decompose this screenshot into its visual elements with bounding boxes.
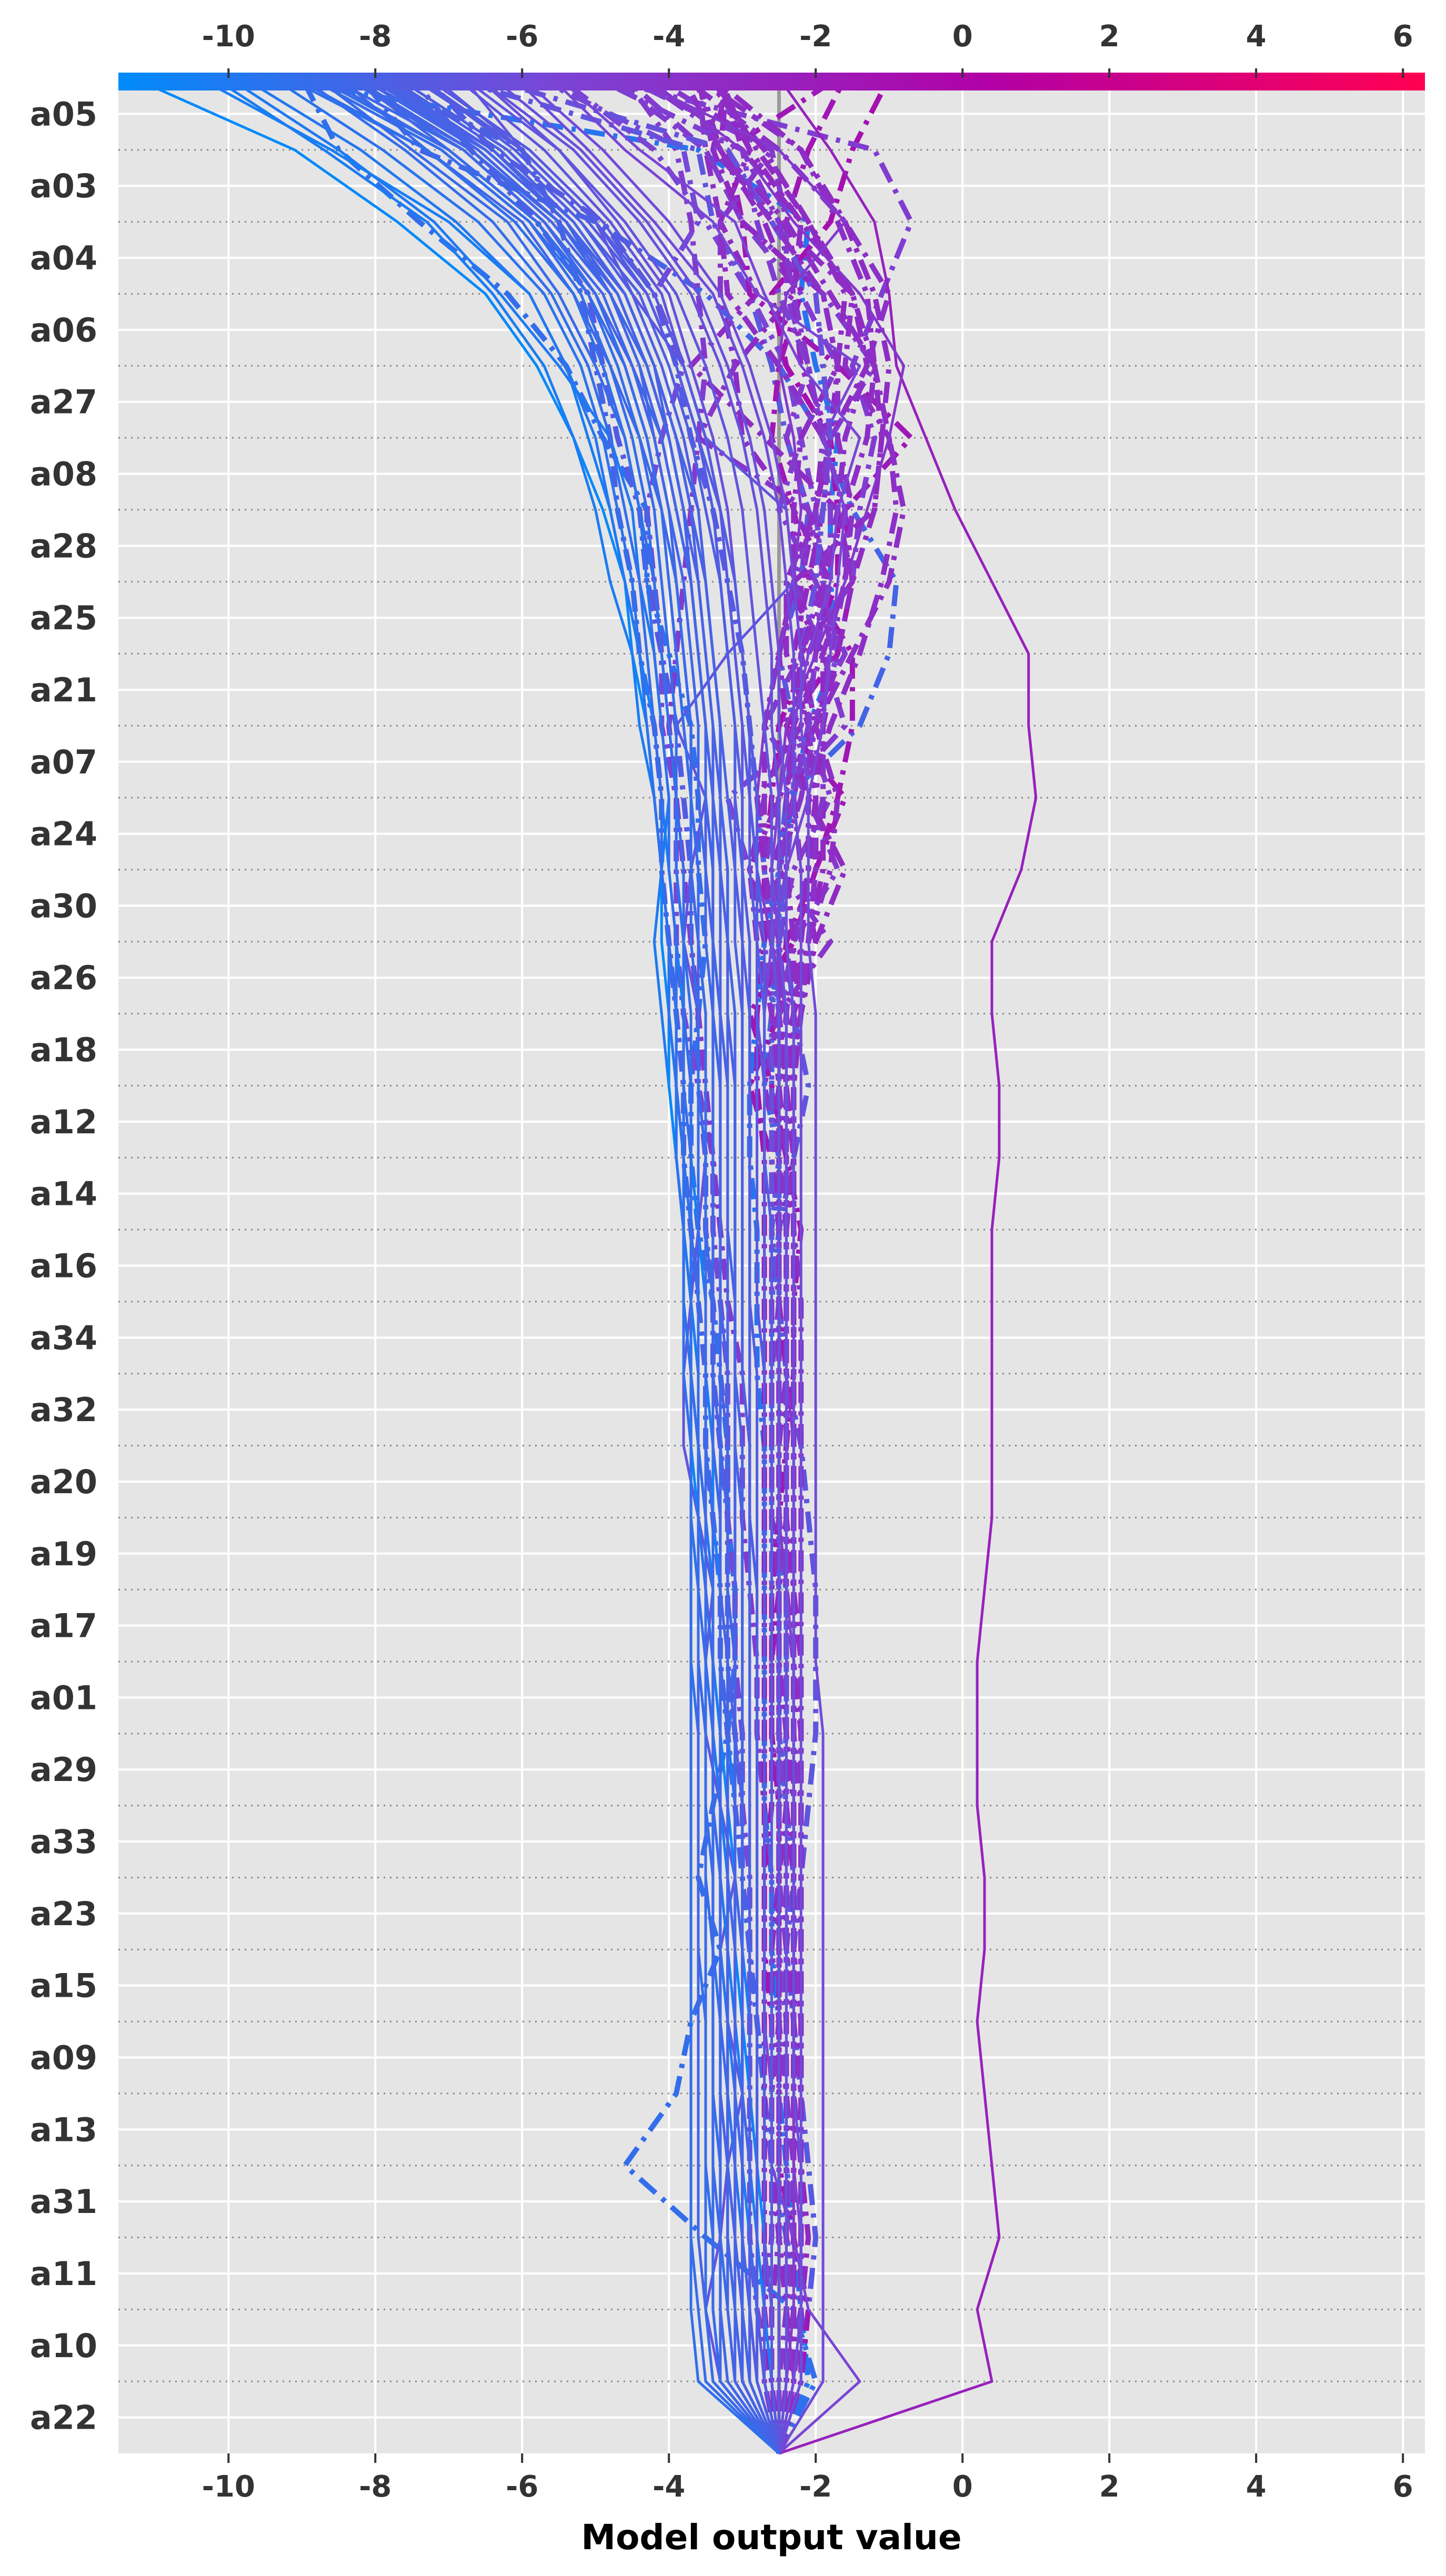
- series-line: [463, 77, 780, 2453]
- feature-label-a28: a28: [30, 527, 97, 565]
- feature-label-a13: a13: [30, 2110, 97, 2149]
- bottom-tick-label: 4: [1246, 2470, 1267, 2504]
- feature-label-a07: a07: [30, 743, 97, 781]
- feature-label-a30: a30: [30, 887, 97, 925]
- feature-label-a21: a21: [30, 671, 97, 709]
- series-line: [418, 76, 780, 2454]
- feature-label-a03: a03: [30, 167, 97, 205]
- feature-label-a20: a20: [30, 1463, 97, 1501]
- feature-label-a24: a24: [30, 815, 97, 853]
- feature-label-a10: a10: [30, 2327, 97, 2365]
- series-line: [381, 76, 780, 2454]
- top-axis-ticks: -10 -8 -6 -4 -2 0 2 4 6: [202, 19, 1413, 78]
- feature-label-a15: a15: [30, 1967, 97, 2005]
- feature-label-a22: a22: [30, 2399, 97, 2437]
- series-line: [514, 77, 802, 2454]
- feature-label-a27: a27: [30, 383, 97, 421]
- feature-label-a31: a31: [30, 2182, 97, 2221]
- bottom-tick-label: 6: [1393, 2470, 1413, 2504]
- bottom-tick-label: -4: [652, 2470, 685, 2504]
- feature-label-a25: a25: [30, 599, 97, 637]
- feature-label-a04: a04: [30, 239, 97, 277]
- feature-label-a11: a11: [30, 2255, 97, 2293]
- series-line: [294, 76, 780, 2454]
- series-line: [367, 76, 780, 2454]
- series-line: [242, 76, 780, 2454]
- feature-label-a19: a19: [30, 1535, 97, 1573]
- bottom-tick-label: -6: [506, 2470, 538, 2504]
- feature-label-a09: a09: [30, 2039, 97, 2077]
- feature-label-a32: a32: [30, 1391, 97, 1429]
- top-tick-label: 4: [1246, 19, 1267, 54]
- top-tick-label: 0: [952, 19, 973, 54]
- feature-label-a17: a17: [30, 1607, 97, 1645]
- top-tick-label: 6: [1393, 19, 1413, 54]
- feature-label-a16: a16: [30, 1247, 97, 1285]
- series-line: [622, 76, 797, 2453]
- feature-label-a23: a23: [30, 1895, 97, 1933]
- top-tick-label: 2: [1099, 19, 1120, 54]
- top-tick-label: -6: [506, 19, 538, 54]
- bottom-tick-label: -8: [359, 2470, 391, 2504]
- series-line: [316, 76, 780, 2454]
- feature-label-a29: a29: [30, 1750, 97, 1789]
- feature-label-a26: a26: [30, 959, 97, 997]
- top-tick-label: -10: [202, 19, 255, 54]
- top-tick-label: -8: [359, 19, 391, 54]
- series-line: [396, 76, 780, 2454]
- bottom-tick-label: -10: [202, 2470, 255, 2504]
- series-line: [778, 77, 1038, 2455]
- top-tick-label: -4: [652, 19, 685, 54]
- series-line: [491, 77, 802, 2454]
- series-line: [477, 77, 788, 2454]
- top-tick-label: -2: [799, 19, 832, 54]
- series-line: [521, 77, 825, 2454]
- bottom-tick-label: -2: [799, 2470, 832, 2504]
- feature-label-a33: a33: [30, 1823, 97, 1861]
- feature-label-a06: a06: [30, 311, 97, 349]
- feature-label-a08: a08: [30, 455, 97, 494]
- color-bar: [118, 73, 1425, 90]
- feature-label-a18: a18: [30, 1031, 97, 1069]
- bottom-tick-label: 2: [1099, 2470, 1120, 2504]
- feature-label-a14: a14: [30, 1175, 97, 1213]
- bottom-axis-ticks: -10 -8 -6 -4 -2 0 2 4 6: [202, 2453, 1413, 2504]
- series-line: [359, 76, 780, 2454]
- feature-label-a34: a34: [30, 1319, 97, 1357]
- color-bar-gradient: [118, 73, 1425, 90]
- x-axis-label: Model output value: [581, 2517, 961, 2558]
- bottom-tick-label: 0: [952, 2470, 973, 2504]
- feature-label-a01: a01: [30, 1678, 97, 1717]
- feature-label-a12: a12: [30, 1103, 97, 1141]
- series-lines: [132, 75, 1038, 2455]
- feature-label-a05: a05: [30, 95, 97, 133]
